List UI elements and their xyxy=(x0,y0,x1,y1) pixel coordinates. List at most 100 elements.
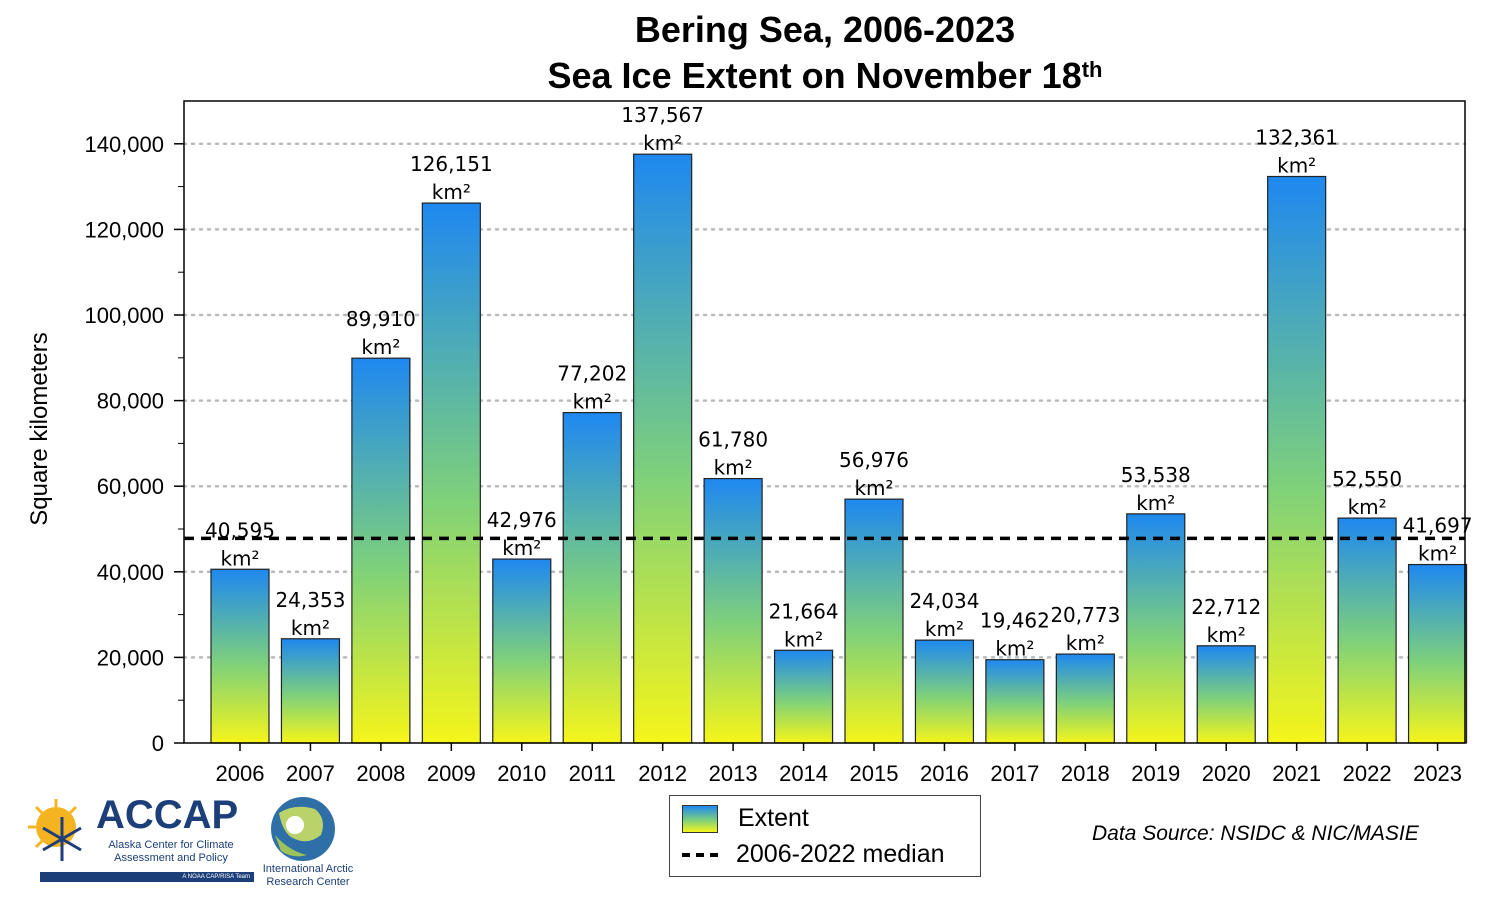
accap-sun-snowflake-icon xyxy=(28,799,82,861)
data-label-unit: km² xyxy=(1418,542,1457,566)
bar xyxy=(1196,645,1256,744)
x-tick-label: 2006 xyxy=(216,761,265,786)
bar xyxy=(914,639,975,744)
x-tick-label: 2007 xyxy=(286,761,335,786)
bar xyxy=(1126,513,1186,744)
data-label-unit: km² xyxy=(1066,631,1105,655)
y-tick-label: 120,000 xyxy=(84,217,164,242)
y-tick-label: 60,000 xyxy=(97,474,164,499)
bar xyxy=(844,498,904,744)
data-label-unit: km² xyxy=(361,335,400,359)
x-tick-label: 2008 xyxy=(356,761,405,786)
data-label-value: 52,550 xyxy=(1332,467,1402,491)
data-label-unit: km² xyxy=(220,546,259,570)
axes: 0 20,000 40,000 60,000 80,000 100,000 120,000 1… xyxy=(84,100,1466,786)
y-tick-label: 100,000 xyxy=(84,303,164,328)
data-label-value: 24,353 xyxy=(275,588,345,612)
x-tick-label: 2009 xyxy=(427,761,476,786)
legend-extent-swatch xyxy=(682,805,718,834)
bar xyxy=(1267,175,1327,744)
bar xyxy=(633,153,693,744)
data-label-value: 19,462 xyxy=(980,609,1050,633)
x-tick-label: 2022 xyxy=(1343,761,1392,786)
data-label-value: 89,910 xyxy=(346,307,416,331)
data-label-value: 41,697 xyxy=(1403,514,1473,538)
chart-title-line2: Sea Ice Extent on November 18th xyxy=(0,56,1500,96)
data-label-value: 61,780 xyxy=(698,428,768,452)
plot-frame xyxy=(183,100,1466,744)
data-label-value: 42,976 xyxy=(487,508,557,532)
data-label-unit: km² xyxy=(432,180,471,204)
legend-median-label: 2006-2022 median xyxy=(736,840,945,868)
x-tick-label: 2010 xyxy=(497,761,546,786)
data-label-value: 137,567 xyxy=(621,103,704,127)
data-label-value: 77,202 xyxy=(557,362,627,386)
data-label-value: 56,976 xyxy=(839,448,909,472)
bar-chart: 0 20,000 40,000 60,000 80,000 100,000 120,000 1… xyxy=(84,100,1473,786)
data-label-unit: km² xyxy=(1136,491,1175,515)
data-label-value: 24,034 xyxy=(909,589,979,613)
legend-median-dash xyxy=(682,853,718,858)
data-label-value: 40,595 xyxy=(205,518,275,542)
accap-name: ACCAP xyxy=(96,793,239,837)
y-tick-label: 0 xyxy=(152,731,164,756)
data-label-unit: km² xyxy=(1207,623,1246,647)
data-label-unit: km² xyxy=(1277,153,1316,177)
legend: Extent 2006-2022 median xyxy=(669,795,981,877)
bar xyxy=(703,477,763,744)
data-label-unit: km² xyxy=(925,617,964,641)
bar xyxy=(351,357,411,744)
data-label-unit: km² xyxy=(573,390,612,414)
x-tick-label: 2012 xyxy=(638,761,687,786)
data-label-unit: km² xyxy=(291,616,330,640)
data-label-unit: km² xyxy=(643,131,682,155)
data-label-value: 132,361 xyxy=(1255,125,1338,149)
accap-tagline: A NOAA CAP/RISA Team xyxy=(40,872,254,882)
data-label-value: 20,773 xyxy=(1050,603,1120,627)
x-tick-label: 2019 xyxy=(1131,761,1180,786)
legend-extent-label: Extent xyxy=(738,804,809,832)
bar xyxy=(1055,653,1115,744)
bar xyxy=(1337,517,1397,744)
bar xyxy=(562,411,622,744)
bar xyxy=(210,568,270,744)
x-tick-label: 2014 xyxy=(779,761,828,786)
iarc-name: International Arctic Research Center xyxy=(262,863,354,888)
chart-title-superscript: th xyxy=(1081,57,1103,82)
data-label-unit: km² xyxy=(714,456,753,480)
iarc-logo: International Arctic Research Center xyxy=(255,795,365,890)
chart-title-line2-main: Sea Ice Extent on November 18 xyxy=(547,55,1082,96)
data-label-value: 126,151 xyxy=(410,152,493,176)
data-labels: 40,595 km² 24,353 km² 89,910 km² 126,151 km² 42,… xyxy=(205,103,1473,660)
x-tick-label: 2016 xyxy=(920,761,969,786)
x-tick-label: 2015 xyxy=(850,761,899,786)
bar xyxy=(985,659,1045,744)
data-label-unit: km² xyxy=(854,476,893,500)
bar xyxy=(492,558,552,744)
data-label-value: 21,664 xyxy=(769,599,839,623)
iarc-globe-icon xyxy=(271,797,335,861)
bar xyxy=(1407,563,1468,744)
accap-logo: ACCAP Alaska Center for Climate Assessme… xyxy=(26,793,254,885)
x-tick-label: 2013 xyxy=(709,761,758,786)
y-tick-label: 40,000 xyxy=(97,560,164,585)
x-tick-label: 2021 xyxy=(1272,761,1321,786)
data-label-unit: km² xyxy=(1348,495,1387,519)
x-tick-label: 2018 xyxy=(1061,761,1110,786)
chart-title-line1: Bering Sea, 2006-2023 xyxy=(634,9,1016,50)
data-label-unit: km² xyxy=(502,536,541,560)
bar xyxy=(773,649,834,744)
x-tick-label: 2011 xyxy=(569,761,616,786)
data-label-unit: km² xyxy=(995,637,1034,661)
accap-subtitle: Alaska Center for Climate Assessment and… xyxy=(108,839,234,864)
bar xyxy=(421,202,481,744)
x-tick-label: 2023 xyxy=(1413,761,1462,786)
y-tick-label: 20,000 xyxy=(97,645,164,670)
y-tick-label: 140,000 xyxy=(84,132,164,157)
y-tick-label: 80,000 xyxy=(97,389,164,414)
legend-item-extent: Extent xyxy=(682,803,809,834)
bar xyxy=(280,638,341,744)
legend-item-median: 2006-2022 median xyxy=(682,839,945,869)
data-source: Data Source: NSIDC & NIC/MASIE xyxy=(1092,822,1419,845)
data-label-value: 22,712 xyxy=(1191,595,1261,619)
